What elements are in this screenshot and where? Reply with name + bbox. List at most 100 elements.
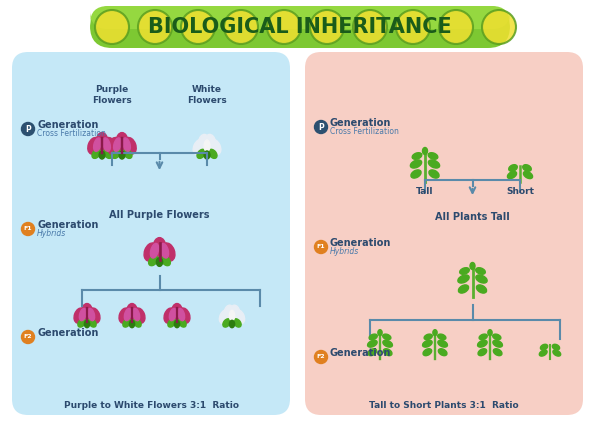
Text: Generation: Generation	[37, 120, 98, 130]
Ellipse shape	[230, 305, 240, 320]
Circle shape	[353, 10, 387, 44]
Ellipse shape	[103, 138, 110, 152]
Circle shape	[439, 10, 473, 44]
Ellipse shape	[209, 149, 217, 158]
Ellipse shape	[172, 304, 182, 319]
Ellipse shape	[88, 319, 96, 327]
Ellipse shape	[422, 148, 427, 155]
Ellipse shape	[157, 258, 163, 266]
Text: F1: F1	[23, 226, 32, 232]
Ellipse shape	[134, 308, 145, 323]
Ellipse shape	[220, 310, 230, 323]
Text: Purple to White Flowers 3:1  Ratio: Purple to White Flowers 3:1 Ratio	[64, 401, 239, 410]
Ellipse shape	[478, 349, 487, 355]
Ellipse shape	[175, 320, 179, 328]
Ellipse shape	[151, 243, 158, 258]
Ellipse shape	[99, 151, 105, 159]
Ellipse shape	[368, 349, 377, 355]
Ellipse shape	[383, 334, 391, 340]
Ellipse shape	[123, 138, 130, 152]
Ellipse shape	[74, 308, 85, 323]
Text: Cross Fertilization: Cross Fertilization	[37, 129, 106, 139]
Ellipse shape	[229, 320, 235, 328]
Text: White
Flowers: White Flowers	[187, 85, 227, 105]
Ellipse shape	[458, 275, 469, 283]
Ellipse shape	[153, 238, 166, 256]
Ellipse shape	[439, 349, 447, 355]
Ellipse shape	[119, 151, 125, 159]
Circle shape	[95, 10, 129, 44]
Ellipse shape	[149, 256, 158, 266]
Ellipse shape	[523, 171, 533, 178]
Text: Generation: Generation	[37, 220, 98, 230]
Ellipse shape	[92, 149, 100, 158]
Circle shape	[22, 123, 35, 136]
Ellipse shape	[133, 308, 140, 321]
Ellipse shape	[133, 319, 141, 327]
FancyBboxPatch shape	[90, 6, 510, 29]
Text: Short: Short	[506, 187, 534, 196]
Ellipse shape	[82, 304, 92, 319]
Ellipse shape	[161, 256, 170, 266]
Ellipse shape	[508, 171, 517, 178]
Ellipse shape	[204, 151, 210, 159]
Text: Cross Fertilization: Cross Fertilization	[330, 127, 399, 136]
Ellipse shape	[383, 349, 392, 355]
Ellipse shape	[458, 285, 469, 293]
Circle shape	[396, 10, 430, 44]
Text: F1: F1	[317, 245, 325, 249]
Circle shape	[314, 240, 328, 253]
Ellipse shape	[89, 308, 100, 323]
Ellipse shape	[169, 308, 176, 321]
Ellipse shape	[223, 319, 230, 327]
Ellipse shape	[88, 308, 95, 321]
Ellipse shape	[488, 330, 492, 336]
Text: Generation: Generation	[37, 328, 98, 338]
Circle shape	[482, 10, 516, 44]
Ellipse shape	[476, 268, 485, 274]
Ellipse shape	[178, 319, 186, 327]
Ellipse shape	[124, 308, 131, 321]
Ellipse shape	[553, 350, 560, 356]
Ellipse shape	[476, 285, 487, 293]
Ellipse shape	[539, 350, 547, 356]
Text: BIOLOGICAL INHERITANCE: BIOLOGICAL INHERITANCE	[148, 17, 452, 37]
Ellipse shape	[433, 330, 437, 336]
Ellipse shape	[369, 334, 377, 340]
Circle shape	[224, 10, 258, 44]
Ellipse shape	[553, 344, 560, 350]
Ellipse shape	[368, 340, 377, 347]
Ellipse shape	[423, 349, 431, 355]
Text: Tall to Short Plants 3:1  Ratio: Tall to Short Plants 3:1 Ratio	[369, 401, 519, 410]
Ellipse shape	[224, 305, 233, 320]
Ellipse shape	[428, 153, 438, 159]
Ellipse shape	[112, 149, 121, 158]
Ellipse shape	[96, 132, 108, 150]
Ellipse shape	[229, 310, 235, 321]
Text: F2: F2	[23, 335, 32, 339]
Ellipse shape	[234, 310, 245, 323]
Ellipse shape	[104, 149, 112, 158]
Ellipse shape	[108, 137, 120, 154]
Ellipse shape	[144, 243, 157, 261]
Text: Generation: Generation	[330, 118, 391, 128]
Circle shape	[138, 10, 172, 44]
Ellipse shape	[119, 308, 130, 323]
Ellipse shape	[476, 275, 487, 283]
Text: Tall: Tall	[416, 187, 434, 196]
Ellipse shape	[422, 340, 432, 347]
Ellipse shape	[88, 137, 100, 154]
FancyBboxPatch shape	[12, 52, 290, 415]
Ellipse shape	[493, 334, 501, 340]
Ellipse shape	[478, 340, 487, 347]
Ellipse shape	[493, 340, 502, 347]
Ellipse shape	[179, 308, 190, 323]
Text: Hybrids: Hybrids	[37, 229, 66, 239]
Ellipse shape	[205, 134, 216, 150]
Circle shape	[22, 223, 35, 236]
Ellipse shape	[161, 243, 175, 261]
Ellipse shape	[429, 170, 439, 178]
FancyBboxPatch shape	[305, 52, 583, 415]
Circle shape	[310, 10, 344, 44]
Ellipse shape	[523, 165, 531, 171]
